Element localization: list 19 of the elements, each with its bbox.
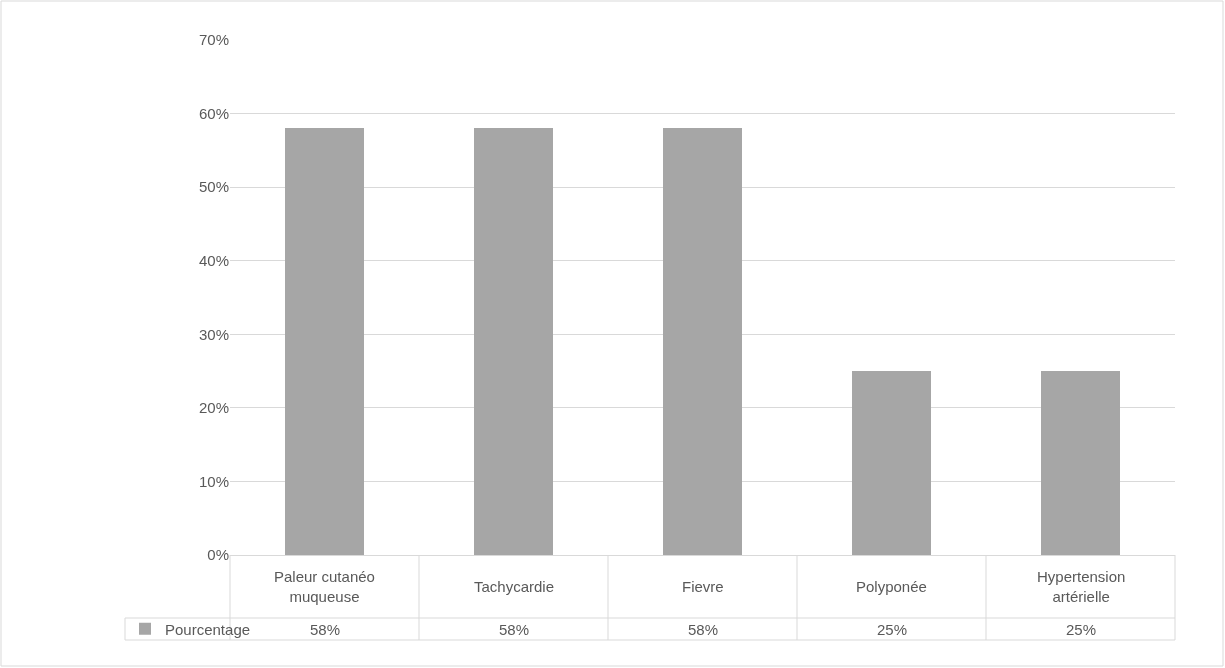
data-label: 25% [877, 621, 908, 638]
y-tick-label: 20% [198, 399, 229, 417]
y-tick-label: 40% [198, 251, 229, 269]
y-tick-label: 0% [207, 546, 229, 564]
x-tick-label: Fievre [682, 578, 724, 595]
x-tick-label: Paleur cutanéo muqueuse [274, 568, 375, 605]
x-tick-label: Tachycardie [474, 578, 555, 595]
data-label: 58% [310, 621, 341, 638]
data-label: 58% [688, 621, 719, 638]
x-tick-label: Polyponée [856, 578, 927, 595]
data-label: 25% [1066, 621, 1097, 638]
y-tick-label: 50% [198, 178, 229, 196]
legend-label: Pourcentage [165, 620, 251, 638]
x-tick-label: Hypertension artérielle [1037, 568, 1126, 605]
y-tick-label: 10% [198, 472, 229, 490]
data-label: 58% [499, 621, 530, 638]
y-tick-label: 30% [198, 325, 229, 343]
y-tick-label: 70% [198, 31, 229, 49]
y-tick-label: 60% [198, 104, 229, 122]
